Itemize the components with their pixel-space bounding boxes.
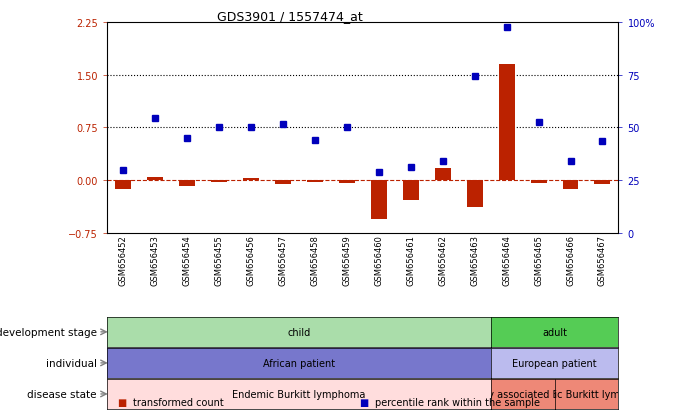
Text: European patient: European patient xyxy=(512,358,597,368)
Bar xyxy=(499,65,515,181)
Bar xyxy=(179,181,195,187)
Text: transformed count: transformed count xyxy=(133,397,223,407)
Text: ■: ■ xyxy=(359,397,368,407)
Bar xyxy=(211,181,227,182)
Bar xyxy=(243,178,259,181)
Bar xyxy=(147,178,163,181)
Bar xyxy=(339,181,354,183)
Bar xyxy=(275,181,291,184)
Text: adult: adult xyxy=(542,327,567,337)
Text: African patient: African patient xyxy=(263,358,335,368)
Bar xyxy=(307,181,323,182)
Text: development stage: development stage xyxy=(0,327,97,337)
Bar xyxy=(562,181,578,190)
Bar xyxy=(594,181,610,185)
Bar xyxy=(466,181,482,207)
Bar xyxy=(371,181,387,219)
Text: ■: ■ xyxy=(117,397,126,407)
Bar xyxy=(115,181,131,190)
Text: GDS3901 / 1557474_at: GDS3901 / 1557474_at xyxy=(218,10,363,23)
Text: individual: individual xyxy=(46,358,97,368)
Text: Sporadic Burkitt lymphoma: Sporadic Burkitt lymphoma xyxy=(520,389,654,399)
Bar xyxy=(435,169,451,181)
Text: child: child xyxy=(287,327,310,337)
Text: Immunodeficiency associated Burkitt lymphoma: Immunodeficiency associated Burkitt lymp… xyxy=(404,389,641,399)
Text: percentile rank within the sample: percentile rank within the sample xyxy=(375,397,540,407)
Text: disease state: disease state xyxy=(27,389,97,399)
Text: Endemic Burkitt lymphoma: Endemic Burkitt lymphoma xyxy=(232,389,366,399)
Bar xyxy=(531,181,547,183)
Bar xyxy=(403,181,419,200)
